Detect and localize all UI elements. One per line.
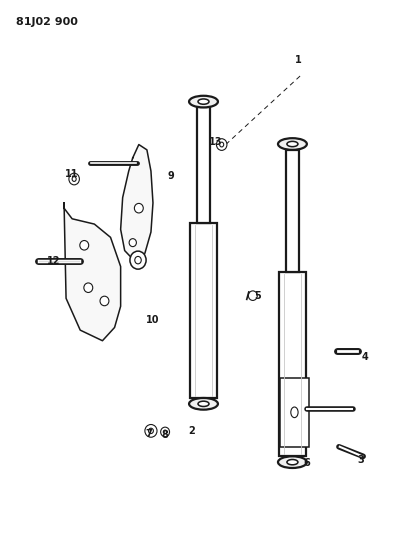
- Ellipse shape: [130, 251, 146, 269]
- Text: 9: 9: [168, 172, 175, 181]
- Polygon shape: [120, 144, 153, 261]
- Text: 3: 3: [358, 455, 365, 465]
- Ellipse shape: [135, 256, 141, 264]
- Text: 8: 8: [162, 430, 168, 440]
- Bar: [280, 378, 309, 447]
- Text: 11: 11: [66, 169, 79, 179]
- Text: 13: 13: [209, 137, 222, 147]
- Text: 2: 2: [188, 426, 195, 436]
- Ellipse shape: [189, 398, 218, 410]
- Text: 10: 10: [146, 314, 160, 325]
- Ellipse shape: [189, 96, 218, 108]
- Text: 4: 4: [362, 352, 369, 361]
- Ellipse shape: [220, 142, 224, 147]
- Ellipse shape: [100, 296, 109, 306]
- Ellipse shape: [129, 239, 136, 247]
- Ellipse shape: [278, 456, 307, 468]
- Ellipse shape: [145, 424, 157, 437]
- Ellipse shape: [84, 283, 93, 293]
- Text: 1: 1: [295, 55, 302, 64]
- Text: 6: 6: [303, 458, 310, 467]
- Ellipse shape: [248, 291, 257, 301]
- Ellipse shape: [161, 427, 170, 437]
- Ellipse shape: [149, 428, 153, 433]
- Polygon shape: [64, 203, 120, 341]
- Bar: [286, 150, 299, 272]
- Ellipse shape: [217, 139, 227, 150]
- Ellipse shape: [287, 459, 298, 465]
- Bar: [190, 223, 217, 398]
- Ellipse shape: [69, 173, 79, 185]
- Text: 7: 7: [146, 429, 152, 439]
- Text: 81J02 900: 81J02 900: [15, 17, 77, 27]
- Ellipse shape: [134, 204, 143, 213]
- Bar: [197, 108, 210, 223]
- Text: 12: 12: [47, 256, 61, 266]
- Ellipse shape: [72, 176, 76, 181]
- Ellipse shape: [198, 401, 209, 407]
- Ellipse shape: [164, 430, 167, 434]
- Ellipse shape: [278, 138, 307, 150]
- Ellipse shape: [198, 99, 209, 104]
- Ellipse shape: [287, 141, 298, 147]
- Ellipse shape: [80, 240, 89, 250]
- Bar: [279, 272, 306, 456]
- Ellipse shape: [291, 407, 298, 418]
- Text: 5: 5: [255, 290, 261, 301]
